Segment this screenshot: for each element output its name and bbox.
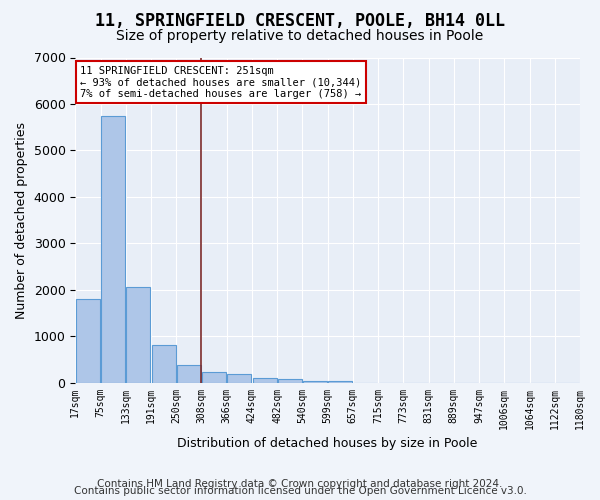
Text: Contains HM Land Registry data © Crown copyright and database right 2024.: Contains HM Land Registry data © Crown c… [97,479,503,489]
Bar [253,378,277,382]
Text: 11 SPRINGFIELD CRESCENT: 251sqm
← 93% of detached houses are smaller (10,344)
7%: 11 SPRINGFIELD CRESCENT: 251sqm ← 93% of… [80,66,362,99]
Text: 11, SPRINGFIELD CRESCENT, POOLE, BH14 0LL: 11, SPRINGFIELD CRESCENT, POOLE, BH14 0L… [95,12,505,30]
Text: Size of property relative to detached houses in Poole: Size of property relative to detached ho… [116,29,484,43]
Bar [101,116,125,382]
X-axis label: Distribution of detached houses by size in Poole: Distribution of detached houses by size … [178,437,478,450]
Bar [76,299,100,382]
Bar [127,288,151,382]
Bar [303,381,327,382]
Bar [177,366,201,382]
Bar [227,374,251,382]
Bar [202,372,226,382]
Y-axis label: Number of detached properties: Number of detached properties [15,122,28,318]
Bar [278,379,302,382]
Bar [152,344,176,383]
Text: Contains public sector information licensed under the Open Government Licence v3: Contains public sector information licen… [74,486,526,496]
